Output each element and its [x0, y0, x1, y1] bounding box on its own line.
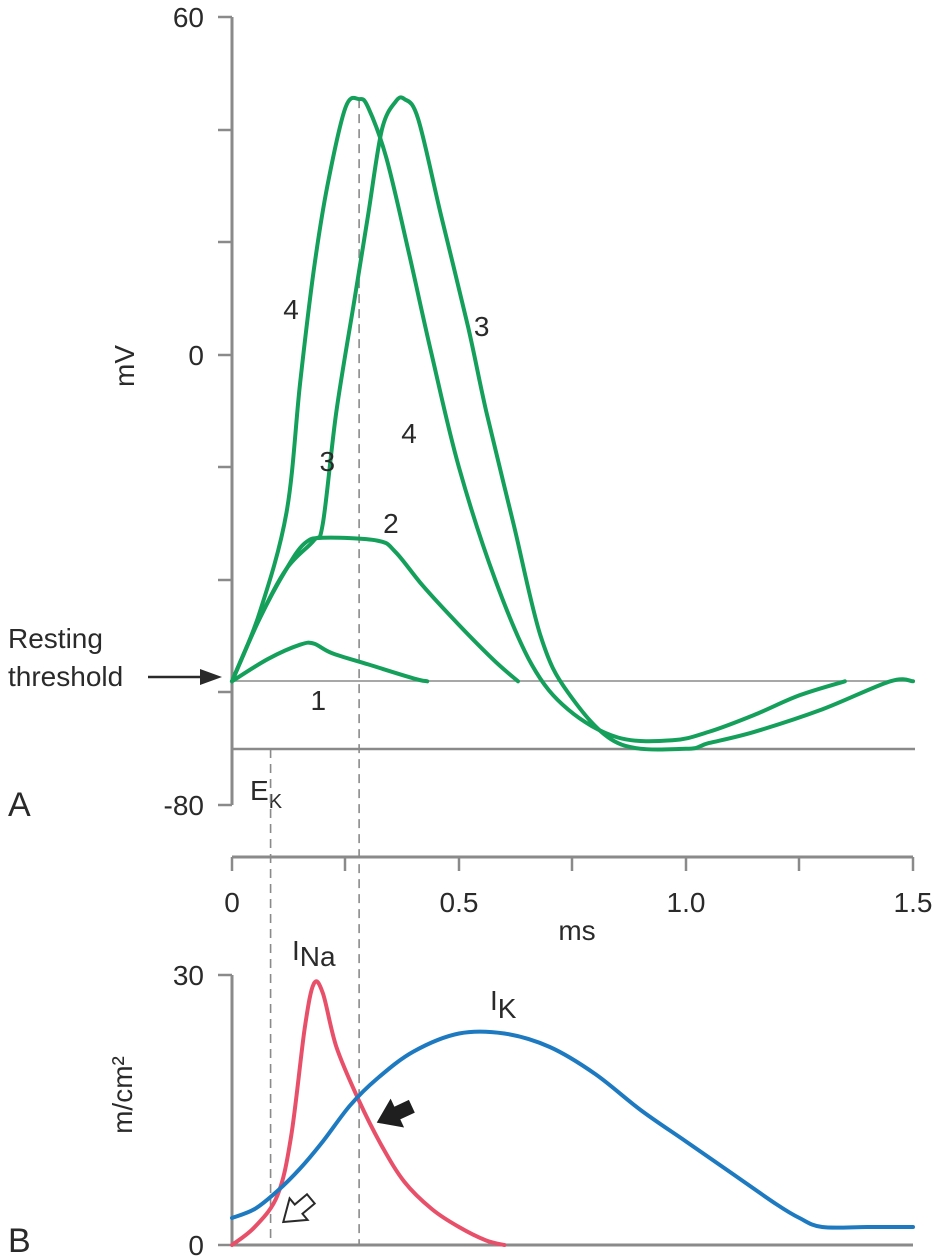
x-tick-label-1-0: 1.0	[667, 887, 706, 918]
ek-label: EK	[250, 775, 283, 813]
panel-b-y-axis-label: m/cm²	[107, 1056, 138, 1134]
panel-a-label: A	[8, 786, 31, 824]
resting-threshold-arrow	[148, 669, 222, 685]
voltage-trace-4	[230, 95, 847, 744]
current-trace-na	[230, 979, 507, 1247]
curve-label-3: 3	[474, 311, 490, 342]
curve-label-3: 3	[320, 446, 336, 477]
curve-label-4: 4	[401, 418, 417, 449]
panel-a-y-ticks	[218, 15, 232, 807]
time-axis-ticks	[230, 857, 915, 871]
curve-label-1: 1	[310, 685, 326, 716]
current-trace-k	[230, 1029, 915, 1230]
panel-b-y-tick-top: 30	[173, 960, 204, 991]
x-tick-label-0-5: 0.5	[440, 887, 479, 918]
curve-label-2: 2	[383, 508, 399, 539]
y-tick-label-zero: 0	[188, 340, 204, 371]
trace-layer	[230, 95, 915, 1247]
y-tick-label-bottom: -80	[164, 790, 204, 821]
panel-b-y-tick-bottom: 0	[188, 1230, 204, 1259]
curve-label-4: 4	[283, 294, 299, 325]
filled-arrow	[376, 1098, 415, 1128]
curve-label-layer: 4 3 4 3 2 1	[283, 294, 489, 716]
voltage-trace-3	[230, 95, 915, 752]
voltage-trace-1	[230, 640, 430, 684]
panel-a-y-axis-label: mV	[109, 345, 140, 387]
x-axis-label: ms	[558, 915, 595, 946]
y-tick-label-top: 60	[173, 2, 204, 33]
open-arrow	[281, 1192, 317, 1224]
ina-label: INa	[292, 935, 336, 972]
ik-label: IK	[490, 985, 517, 1024]
panel-b-label: B	[8, 1222, 31, 1259]
dashed-marker-layer	[269, 99, 360, 1245]
x-tick-label-1-5: 1.5	[894, 887, 933, 918]
x-tick-label-0: 0	[224, 887, 240, 918]
resting-threshold-label: Resting threshold	[8, 623, 123, 692]
